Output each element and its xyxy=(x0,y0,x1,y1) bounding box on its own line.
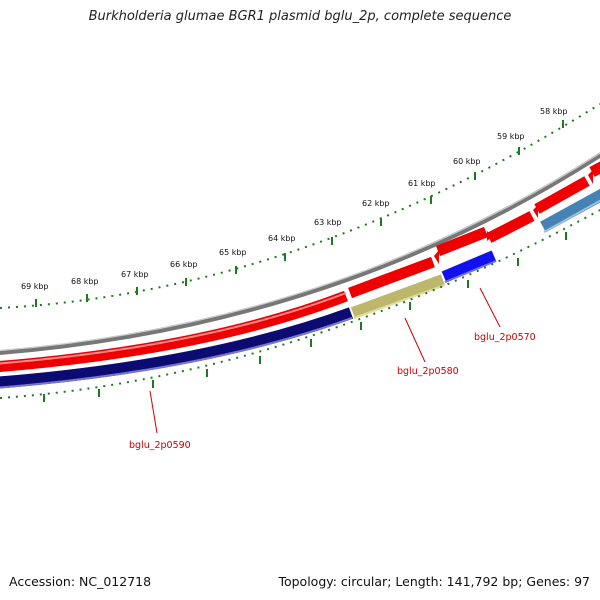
kbp-labels: 58 kbp 59 kbp 60 kbp 61 kbp 62 kbp 63 kb… xyxy=(21,107,568,291)
forward-cds-arrow xyxy=(589,161,600,177)
callout-line-bglu_2p0580 xyxy=(404,317,426,363)
accession-text: Accession: NC_012718 xyxy=(9,574,152,589)
kbp-label-60: 60 kbp xyxy=(453,157,481,166)
forward-cds-track xyxy=(0,161,600,372)
gene-callouts: bglu_2p0570 bglu_2p0580 bglu_2p0590 xyxy=(129,287,536,451)
forward-cds-arrow xyxy=(534,176,590,214)
inner-tick-ring xyxy=(0,209,600,402)
gene-bglu_2p0570 xyxy=(441,250,497,283)
kbp-label-69: 69 kbp xyxy=(21,282,49,291)
kbp-label-64: 64 kbp xyxy=(268,234,296,243)
kbp-label-66: 66 kbp xyxy=(170,260,198,269)
kbp-label-62: 62 kbp xyxy=(362,199,390,208)
kbp-label-67: 67 kbp xyxy=(121,270,149,279)
forward-cds-arrow xyxy=(486,211,535,243)
kbp-label-63: 63 kbp xyxy=(314,218,342,227)
kbp-label-68: 68 kbp xyxy=(71,277,99,286)
kbp-label-59: 59 kbp xyxy=(497,132,525,141)
backbone-ring xyxy=(0,152,600,355)
gene-bglu_2p0590 xyxy=(0,307,354,389)
gene-label-bglu_2p0580: bglu_2p0580 xyxy=(397,366,459,377)
forward-cds-arrow xyxy=(435,226,489,257)
kbp-label-61: 61 kbp xyxy=(408,179,436,188)
kbp-label-65: 65 kbp xyxy=(219,248,247,257)
gene-label-bglu_2p0570: bglu_2p0570 xyxy=(474,332,536,343)
kbp-label-58: 58 kbp xyxy=(540,107,568,116)
callout-line-bglu_2p0570 xyxy=(479,287,501,328)
map-title: Burkholderia glumae BGR1 plasmid bglu_2p… xyxy=(88,9,512,24)
reverse-cds-track xyxy=(0,188,600,389)
gene-bglu_2p0580 xyxy=(350,274,446,319)
backbone-ring-highlight xyxy=(0,152,600,352)
gene-label-bglu_2p0590: bglu_2p0590 xyxy=(129,440,191,451)
forward-cds-arrow xyxy=(348,256,435,299)
callout-line-bglu_2p0590 xyxy=(149,390,158,434)
forward-cds-bglu_2p0590-region xyxy=(0,290,348,372)
reverse-cds-steel xyxy=(540,188,600,233)
summary-text: Topology: circular; Length: 141,792 bp; … xyxy=(278,574,590,589)
outer-tick-ring xyxy=(0,103,600,309)
